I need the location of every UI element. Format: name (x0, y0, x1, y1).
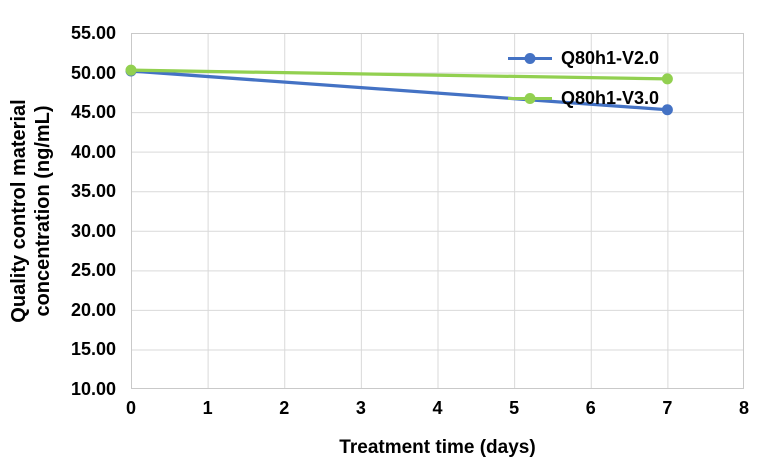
x-tick-label: 5 (509, 398, 520, 418)
legend-label: Q80h1-V2.0 (561, 47, 660, 68)
chart-canvas (125, 33, 744, 389)
x-tick-label: 1 (202, 398, 213, 418)
y-tick-label: 45.00 (70, 102, 116, 123)
x-tick-label: 8 (738, 398, 749, 418)
data-point-marker (661, 73, 673, 85)
plot-border (131, 33, 744, 389)
data-point-marker (125, 64, 137, 76)
y-tick-label: 25.00 (70, 260, 116, 281)
x-tick-label: 0 (125, 398, 136, 418)
y-axis-tick-labels: 55.00 50.00 45.00 40.00 35.00 30.00 25.00 20.00… (0, 0, 116, 473)
y-tick-label: 55.00 (70, 23, 116, 43)
y-tick-label: 20.00 (70, 299, 116, 320)
y-tick-label: 35.00 (70, 181, 116, 202)
y-tick-label: 15.00 (70, 339, 116, 360)
plot-area: Q80h1-V2.0 Q80h1-V3.0 (125, 33, 744, 389)
x-axis-tick-labels: 0 1 2 3 4 5 6 7 8 (126, 398, 749, 420)
legend-label: Q80h1-V3.0 (561, 87, 660, 108)
y-tick-label: 10.00 (70, 379, 116, 399)
series-line (129, 69, 669, 112)
series-line (129, 68, 669, 81)
data-point-marker (661, 104, 673, 116)
x-tick-label: 4 (432, 398, 443, 418)
x-tick-label: 3 (355, 398, 366, 418)
legend-item: Q80h1-V3.0 (508, 78, 659, 118)
y-tick-label: 30.00 (70, 220, 116, 241)
legend-line-marker-icon (508, 92, 552, 104)
x-axis-title: Treatment time (days) (339, 437, 536, 458)
y-tick-label: 40.00 (70, 141, 116, 162)
legend-item: Q80h1-V2.0 (508, 38, 659, 78)
x-tick-label: 7 (662, 398, 673, 418)
x-tick-label: 2 (279, 398, 290, 418)
legend-line-marker-icon (508, 52, 552, 64)
x-tick-label: 6 (585, 398, 596, 418)
y-tick-label: 50.00 (70, 62, 116, 83)
legend: Q80h1-V2.0 Q80h1-V3.0 (508, 38, 659, 118)
